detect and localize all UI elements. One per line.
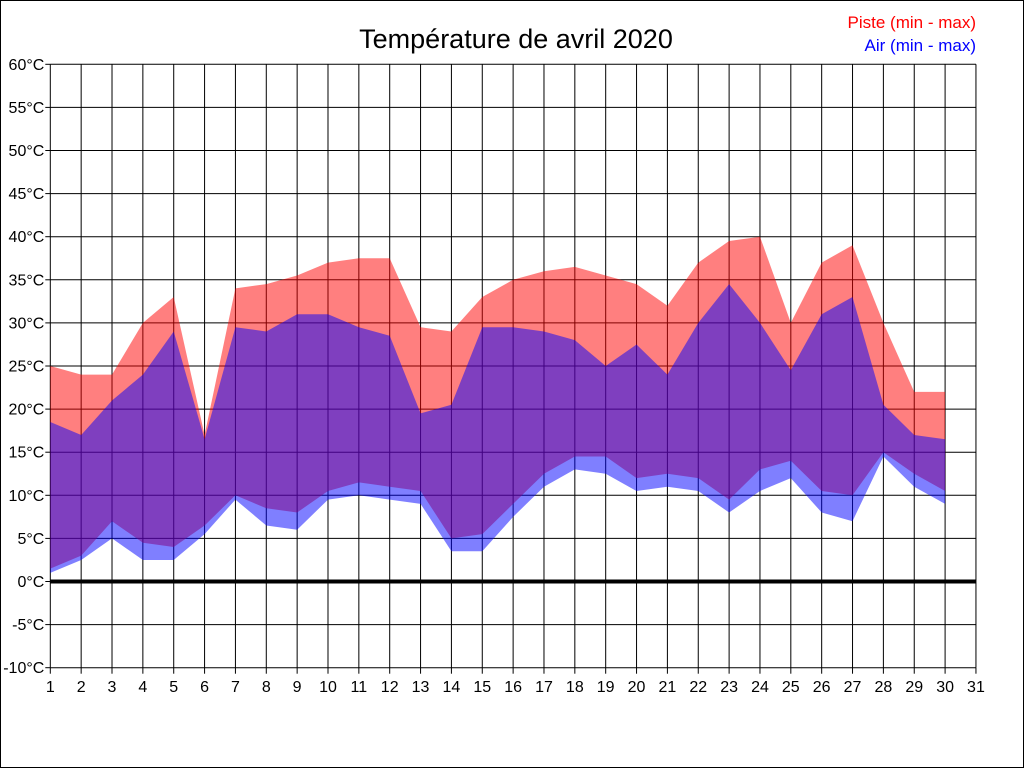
y-tick-label: 20°C	[9, 402, 45, 419]
x-tick-label: 12	[381, 679, 399, 696]
x-tick-label: 11	[351, 679, 368, 696]
x-tick-label: 14	[443, 679, 461, 696]
x-tick-label: 20	[628, 679, 646, 696]
x-tick-label: 26	[813, 679, 831, 696]
x-tick-label: 25	[782, 679, 800, 696]
x-tick-label: 19	[597, 679, 615, 696]
x-tick-label: 7	[231, 679, 240, 696]
x-tick-label: 28	[874, 679, 892, 696]
y-axis-labels: 60°C 55°C 50°C 45°C 40°C 35°C 30°C 25°C 20°C 15°C…	[3, 57, 44, 677]
x-tick-label: 22	[689, 679, 707, 696]
x-tick-label: 3	[108, 679, 117, 696]
x-tick-label: 15	[473, 679, 491, 696]
y-tick-label: 50°C	[9, 143, 45, 160]
y-tick-label: 40°C	[9, 229, 45, 246]
legend-piste-label: Piste (min - max)	[848, 13, 976, 32]
x-axis-labels: 1 2 3 4 5 6 7 8 9 10 11 12 13 14 15 16 17 18 19 20 21 22 23 24 2…	[46, 679, 985, 696]
legend-air-label: Air (min - max)	[865, 36, 976, 55]
x-tick-label: 6	[200, 679, 209, 696]
y-tick-label: 25°C	[9, 359, 45, 376]
x-tick-label: 27	[844, 679, 862, 696]
y-tick-label: 55°C	[9, 100, 45, 117]
x-tick-label: 24	[751, 679, 769, 696]
y-tick-label: 45°C	[9, 186, 45, 203]
y-tick-label: -5°C	[12, 617, 44, 634]
x-tick-label: 4	[138, 679, 147, 696]
y-tick-label: 30°C	[9, 315, 45, 332]
x-tick-label: 23	[720, 679, 738, 696]
x-tick-label: 9	[293, 679, 302, 696]
y-tick-label: 5°C	[17, 531, 44, 548]
x-tick-label: 2	[77, 679, 86, 696]
y-tick-label: 35°C	[9, 272, 45, 289]
x-tick-label: 8	[262, 679, 271, 696]
y-tick-label: -10°C	[3, 660, 44, 677]
y-tick-label: 60°C	[9, 57, 45, 74]
x-tick-label: 29	[905, 679, 923, 696]
y-tick-label: 0°C	[17, 574, 44, 591]
axis-ticks	[45, 63, 977, 674]
air-range-area	[50, 284, 946, 573]
x-tick-label: 5	[169, 679, 178, 696]
x-tick-label: 17	[535, 679, 553, 696]
x-tick-label: 21	[659, 679, 677, 696]
x-tick-label: 31	[967, 679, 985, 696]
chart-title: Température de avril 2020	[359, 24, 673, 54]
x-tick-label: 18	[566, 679, 584, 696]
x-tick-label: 16	[504, 679, 522, 696]
x-tick-label: 10	[319, 679, 337, 696]
x-tick-label: 1	[46, 679, 55, 696]
x-tick-label: 13	[412, 679, 430, 696]
x-tick-label: 30	[936, 679, 954, 696]
y-tick-label: 15°C	[9, 445, 45, 462]
plot-layer: 60°C55°C50°C45°C40°C35°C30°C25°C20°C15°C…	[3, 57, 985, 696]
y-tick-label: 10°C	[9, 488, 45, 505]
